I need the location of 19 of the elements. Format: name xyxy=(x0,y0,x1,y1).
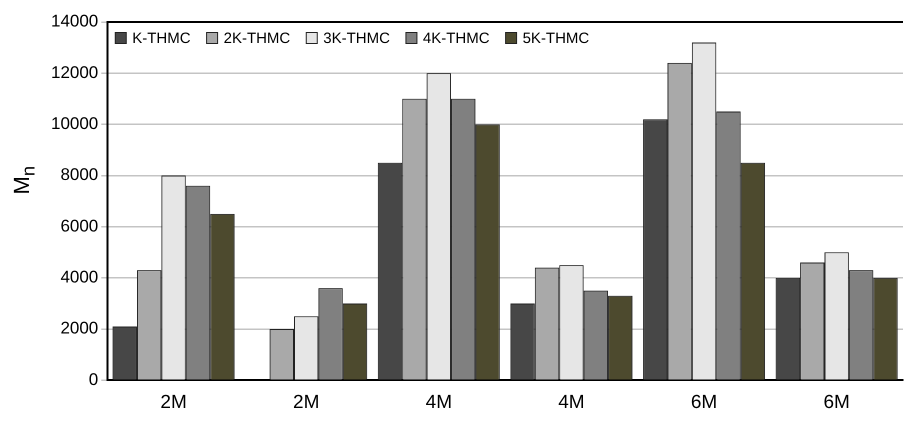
legend-label: 2K-THMC xyxy=(224,30,290,48)
x-tick-label: 4M xyxy=(426,392,452,413)
x-tick-label: 2M xyxy=(293,392,320,413)
y-tick-label: 12000 xyxy=(50,62,98,82)
legend-label: 5K-THMC xyxy=(522,30,590,48)
y-tick-label: 14000 xyxy=(50,12,98,31)
x-tick-label: 2M xyxy=(160,392,187,413)
y-tick-label: 0 xyxy=(88,370,98,389)
legend-label: 3K-THMC xyxy=(323,30,390,48)
y-tick-label: 8000 xyxy=(60,165,98,184)
x-tick-label: 4M xyxy=(558,392,585,413)
y-tick-label: 6000 xyxy=(60,216,98,236)
y-tick-label: 4000 xyxy=(60,268,98,287)
x-tick-label: 6M xyxy=(823,392,850,413)
y-tick-label: 10000 xyxy=(50,114,98,134)
legend-label: K-THMC xyxy=(132,30,191,48)
x-tick-label: 6M xyxy=(690,392,718,413)
legend-label: 4K-THMC xyxy=(422,30,490,48)
y-tick-label: 2000 xyxy=(60,318,98,338)
